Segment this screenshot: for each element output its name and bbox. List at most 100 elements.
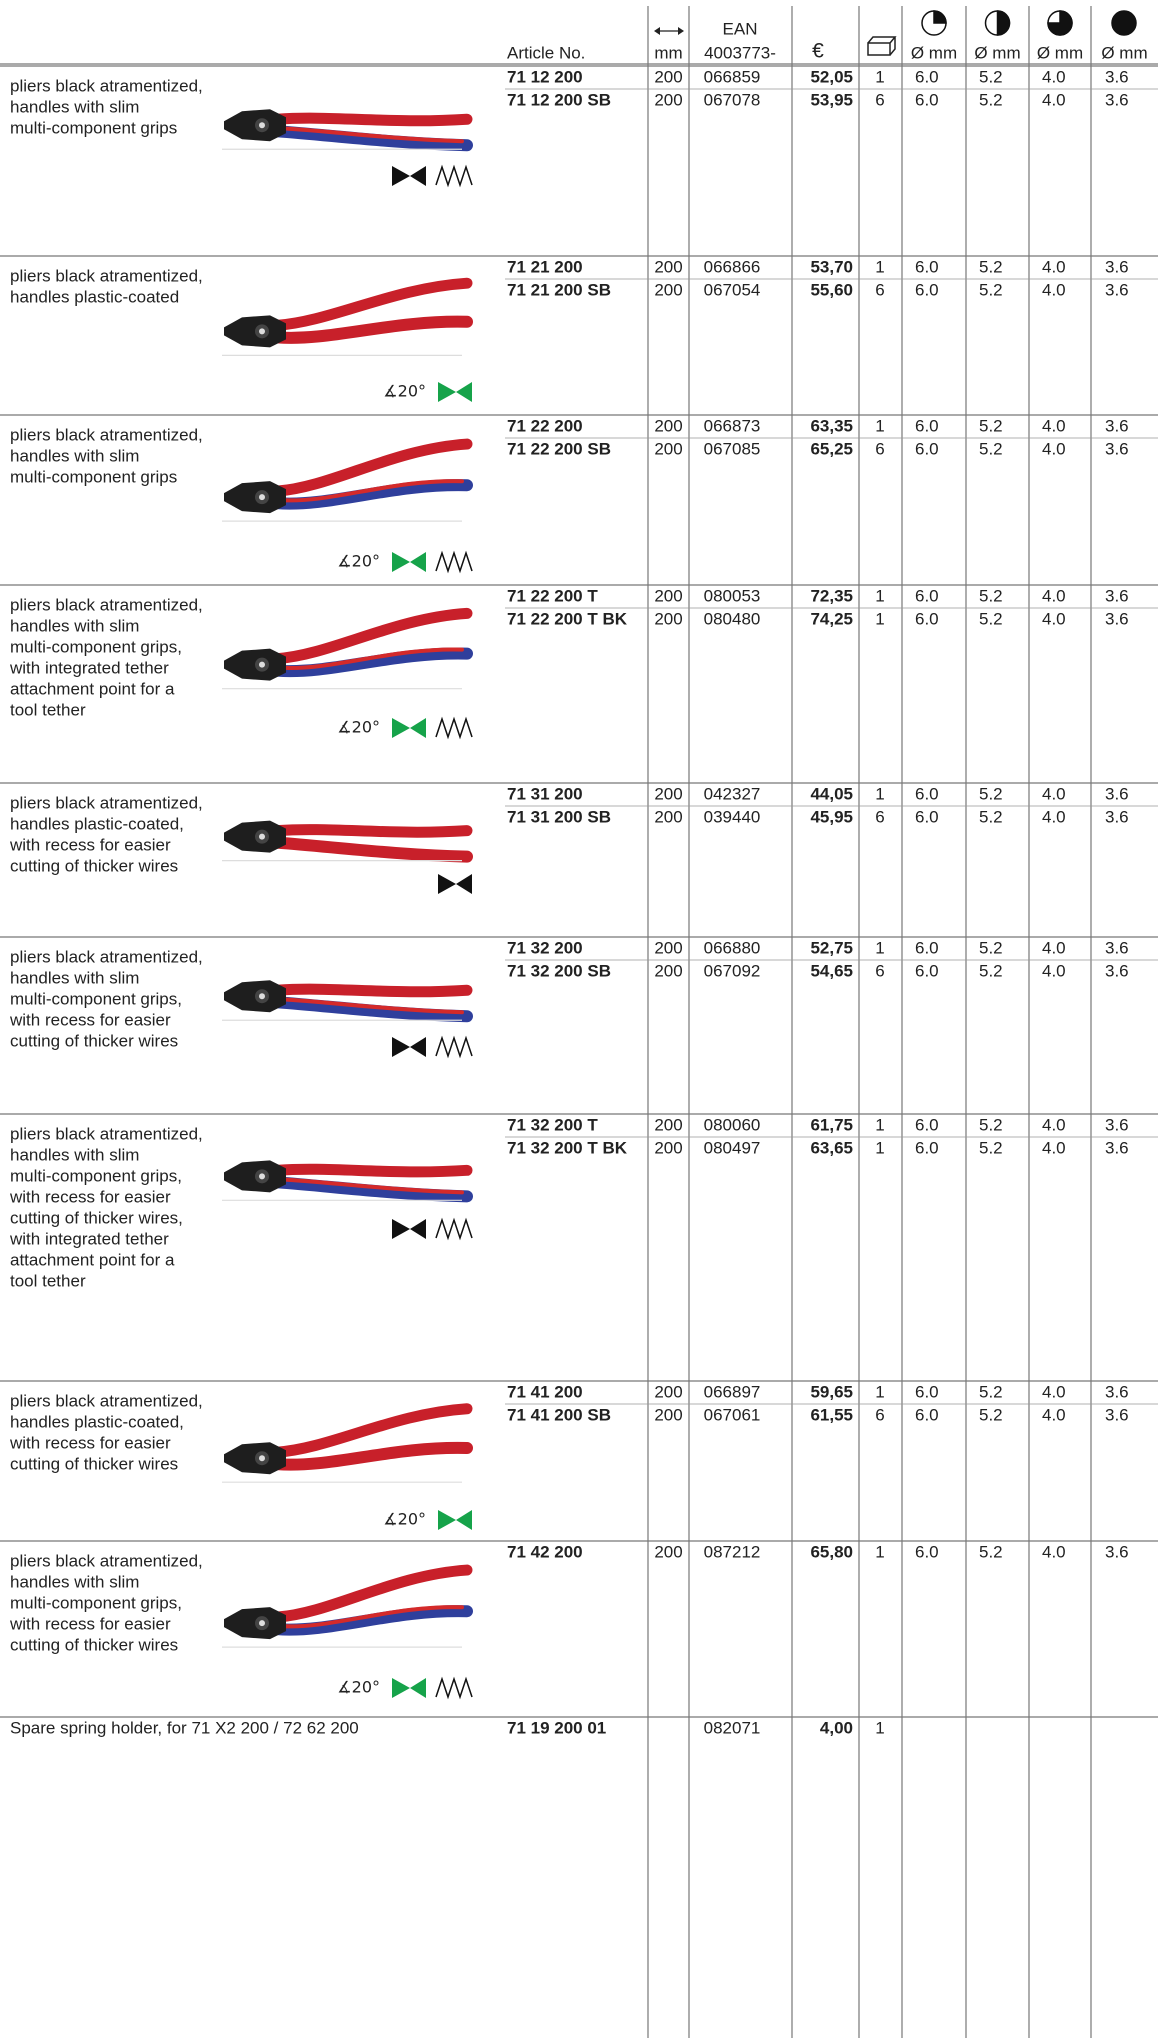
article-no: 71 32 200 T BK bbox=[507, 1138, 628, 1157]
cell: 4.0 bbox=[1042, 1542, 1066, 1561]
cell: 4.0 bbox=[1042, 257, 1066, 276]
article-no: 71 32 200 bbox=[507, 938, 583, 957]
price: 72,35 bbox=[810, 586, 853, 605]
handle-bottom bbox=[271, 1441, 473, 1471]
description: with recess for easier bbox=[9, 1187, 171, 1206]
description: handles with slim bbox=[10, 968, 139, 987]
cell: 4.0 bbox=[1042, 1405, 1066, 1424]
article-no: 71 31 200 SB bbox=[507, 807, 611, 826]
description: multi-component grips, bbox=[10, 989, 182, 1008]
cell: 3.6 bbox=[1105, 1115, 1129, 1134]
description: handles with slim bbox=[10, 97, 139, 116]
article-no: 71 41 200 bbox=[507, 1382, 583, 1401]
pivot-hole bbox=[259, 1455, 265, 1462]
description: attachment point for a bbox=[10, 1250, 175, 1269]
cell: 3.6 bbox=[1105, 67, 1129, 86]
cell: 1 bbox=[875, 784, 884, 803]
handle-grip bbox=[280, 126, 464, 144]
pivot-hole bbox=[259, 833, 265, 840]
description: pliers black atramentized, bbox=[10, 793, 203, 812]
cell: 200 bbox=[654, 784, 682, 803]
cell: 6.0 bbox=[915, 67, 939, 86]
cell: 200 bbox=[654, 961, 682, 980]
cell: 3.6 bbox=[1105, 1382, 1129, 1401]
description: multi-component grips bbox=[10, 467, 177, 486]
cell: 6.0 bbox=[915, 961, 939, 980]
price: 59,65 bbox=[810, 1382, 853, 1401]
cell: 6 bbox=[875, 1405, 884, 1424]
handle-top bbox=[271, 607, 473, 665]
cutting-edge-icon bbox=[392, 718, 426, 738]
cell: 6.0 bbox=[915, 938, 939, 957]
description: handles with slim bbox=[10, 1572, 139, 1591]
price: 65,25 bbox=[810, 439, 853, 458]
cell: 4.0 bbox=[1042, 90, 1066, 109]
spring-icon bbox=[435, 164, 473, 188]
pivot-hole bbox=[259, 328, 265, 335]
cell: 5.2 bbox=[979, 67, 1003, 86]
price: 65,80 bbox=[810, 1542, 853, 1561]
description: pliers black atramentized, bbox=[10, 1391, 203, 1410]
cell: 6.0 bbox=[915, 784, 939, 803]
description: Spare spring holder, for 71 X2 200 / 72 … bbox=[10, 1718, 359, 1737]
pivot-hole bbox=[259, 494, 265, 501]
description: handles plastic-coated, bbox=[10, 1412, 184, 1431]
cell: 3.6 bbox=[1105, 1542, 1129, 1561]
price: 4,00 bbox=[820, 1718, 853, 1737]
article-no: 71 31 200 bbox=[507, 784, 583, 803]
handle-bottom bbox=[271, 836, 473, 863]
description: cutting of thicker wires bbox=[10, 856, 178, 875]
cell: 5.2 bbox=[979, 784, 1003, 803]
header-ean-prefix: 4003773- bbox=[704, 43, 776, 62]
cell: 5.2 bbox=[979, 961, 1003, 980]
header-ean: EAN bbox=[723, 19, 758, 38]
cell: 4.0 bbox=[1042, 807, 1066, 826]
description: with recess for easier bbox=[9, 1614, 171, 1633]
handle-grip bbox=[280, 479, 464, 503]
description: tool tether bbox=[10, 700, 86, 719]
cell: 200 bbox=[654, 1542, 682, 1561]
handle-top bbox=[271, 1564, 473, 1623]
handle-top bbox=[271, 824, 473, 838]
cell: 5.2 bbox=[979, 609, 1003, 628]
price: 44,05 bbox=[810, 784, 853, 803]
header-diameter: Ø mm bbox=[974, 43, 1020, 62]
cutting-edge-icon bbox=[392, 552, 426, 572]
spring-icon bbox=[435, 550, 473, 574]
pivot-hole bbox=[259, 1173, 265, 1180]
handle-top bbox=[271, 1163, 473, 1178]
description: pliers black atramentized, bbox=[10, 1551, 203, 1570]
cell: 5.2 bbox=[979, 807, 1003, 826]
angle-label: ∡20° bbox=[337, 1678, 380, 1697]
product-image bbox=[222, 820, 473, 863]
description: with recess for easier bbox=[9, 835, 171, 854]
header-diameter: Ø mm bbox=[1037, 43, 1083, 62]
cell: 6.0 bbox=[915, 1405, 939, 1424]
price: 52,05 bbox=[810, 67, 853, 86]
pivot-hole bbox=[259, 993, 265, 1000]
cell: 1 bbox=[875, 416, 884, 435]
cell: 3.6 bbox=[1105, 1405, 1129, 1424]
spring-icon bbox=[435, 716, 473, 740]
description: handles plastic-coated bbox=[10, 287, 179, 306]
price: 55,60 bbox=[810, 280, 853, 299]
cell: 4.0 bbox=[1042, 586, 1066, 605]
cell: 4.0 bbox=[1042, 1115, 1066, 1134]
handle-bottom bbox=[271, 125, 473, 152]
package-icon bbox=[867, 36, 897, 56]
cell: 066880 bbox=[704, 938, 761, 957]
article-no: 71 22 200 T BK bbox=[507, 609, 628, 628]
article-no: 71 22 200 bbox=[507, 416, 583, 435]
cell: 5.2 bbox=[979, 1115, 1003, 1134]
cell: 5.2 bbox=[979, 257, 1003, 276]
description: pliers black atramentized, bbox=[10, 595, 203, 614]
article-no: 71 41 200 SB bbox=[507, 1405, 611, 1424]
cell: 6.0 bbox=[915, 257, 939, 276]
price: 45,95 bbox=[810, 807, 853, 826]
description: pliers black atramentized, bbox=[10, 266, 203, 285]
cell: 200 bbox=[654, 280, 682, 299]
cell: 3.6 bbox=[1105, 280, 1129, 299]
product-image bbox=[222, 1403, 473, 1483]
description: cutting of thicker wires, bbox=[10, 1208, 183, 1227]
